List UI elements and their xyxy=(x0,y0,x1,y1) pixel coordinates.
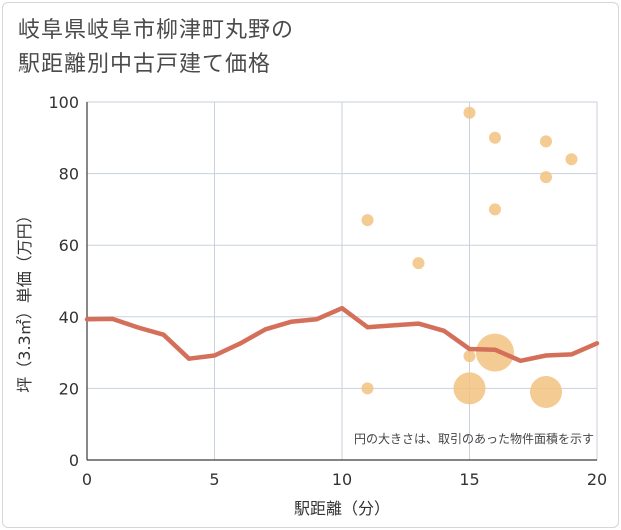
y-tick-label: 60 xyxy=(59,236,79,255)
y-tick-label: 100 xyxy=(48,93,79,112)
y-axis-label: 坪（3.3㎡）単価（万円） xyxy=(15,207,34,392)
bubble-point xyxy=(453,372,486,405)
bubble-point xyxy=(489,203,501,216)
bubble-point xyxy=(489,131,501,144)
y-tick-label: 80 xyxy=(59,165,79,184)
y-tick-label: 40 xyxy=(59,308,79,327)
title-line-2: 駅距離別中古戸建て価格 xyxy=(18,52,272,77)
bubble-size-note: 円の大きさは、取引のあった物件面積を示す xyxy=(354,431,594,446)
bubble-point xyxy=(412,257,425,270)
bubble-point xyxy=(476,333,514,372)
x-axis-label: 駅距離（分） xyxy=(294,499,390,518)
bubble-point xyxy=(361,382,374,395)
title-line-1: 岐阜県岐阜市柳津町丸野の xyxy=(18,18,295,43)
tick-labels: 0 20 40 60 80 100 0 5 10 15 20 xyxy=(48,93,607,489)
bubble-point xyxy=(463,350,476,363)
average-line-series xyxy=(84,305,600,364)
bubble-point xyxy=(361,214,374,227)
bubble-point xyxy=(540,135,552,148)
bubble-point xyxy=(565,153,578,166)
x-tick-label: 0 xyxy=(82,470,92,489)
bubble-point xyxy=(463,106,476,119)
x-tick-label: 20 xyxy=(587,470,607,489)
bubble-point xyxy=(540,171,552,184)
y-tick-label: 0 xyxy=(69,451,79,470)
chart-title: 岐阜県岐阜市柳津町丸野の 駅距離別中古戸建て価格 xyxy=(18,14,294,82)
bubble-series xyxy=(361,106,578,408)
x-tick-label: 5 xyxy=(209,470,219,489)
average-price-line xyxy=(84,305,600,364)
axes xyxy=(86,102,597,461)
x-tick-label: 10 xyxy=(332,470,352,489)
bubble-point xyxy=(530,375,562,408)
y-tick-label: 20 xyxy=(59,379,79,398)
x-tick-label: 15 xyxy=(459,470,479,489)
